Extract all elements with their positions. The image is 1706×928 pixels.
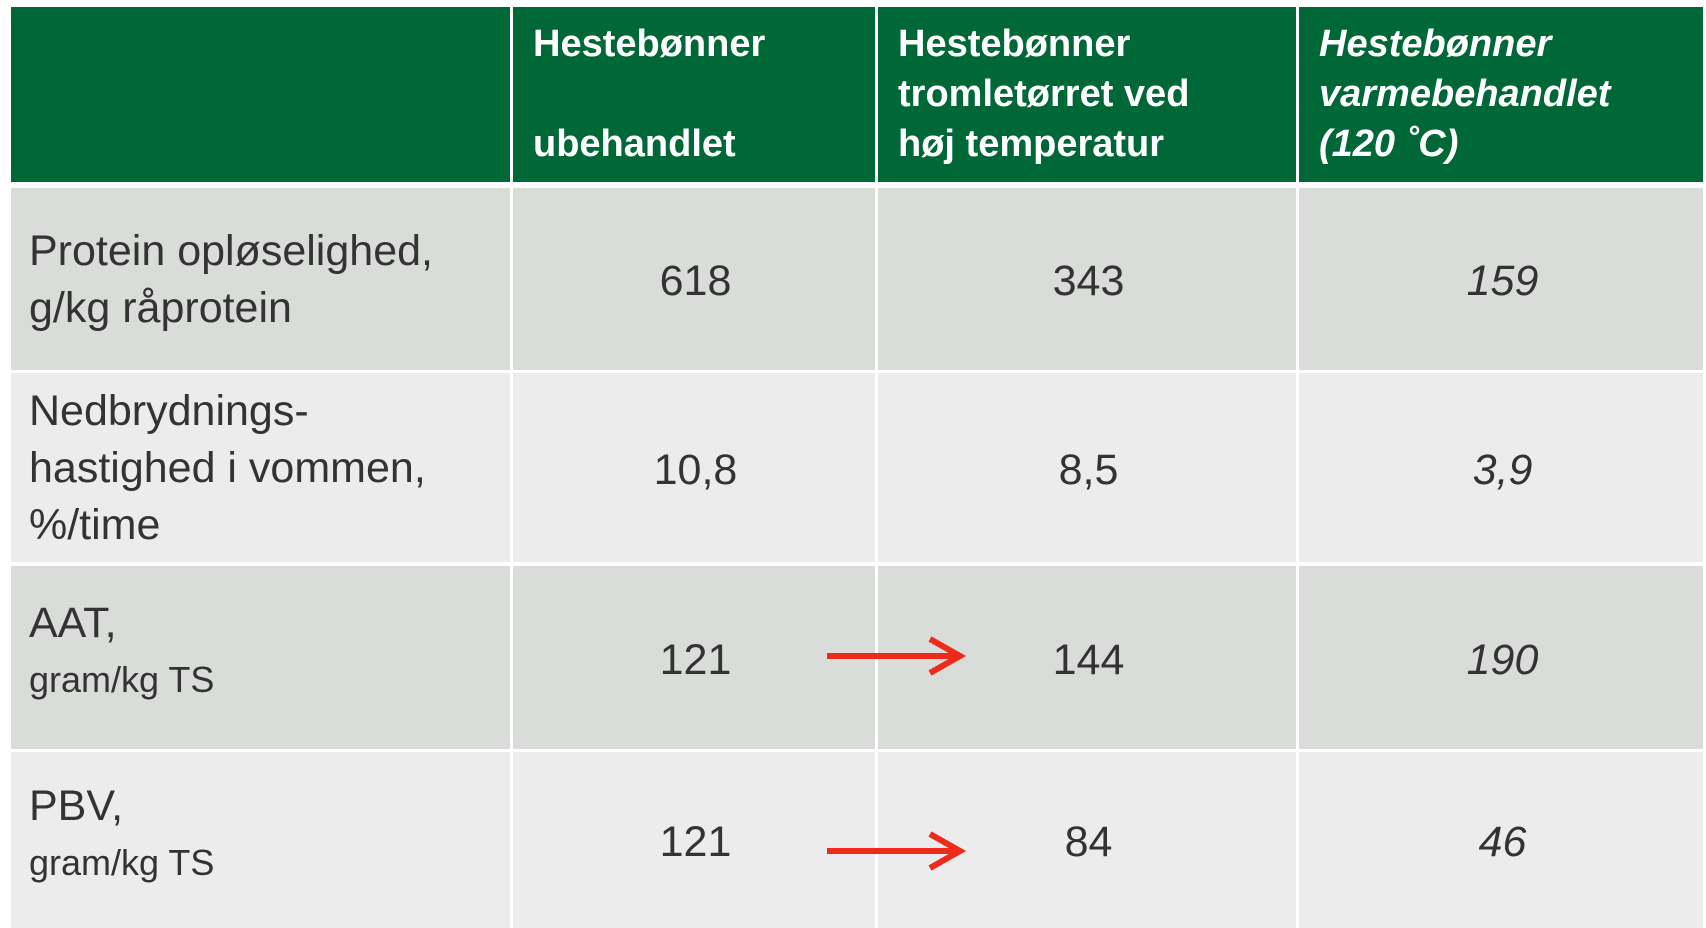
body-cell [11, 566, 510, 749]
header-text: ubehandlet [533, 123, 736, 165]
header-text: Hestebønner [533, 23, 766, 65]
row-label: %/time [29, 500, 161, 549]
body-cell [878, 752, 1296, 928]
header-cell [11, 7, 510, 182]
body-cell [513, 752, 875, 928]
arrow [827, 636, 967, 676]
row-label: AAT, [29, 599, 117, 647]
header-text: Hestebønner [1319, 23, 1552, 65]
row-label: Nedbrydnings- [29, 386, 309, 435]
body-cell [1299, 752, 1703, 928]
body-cell [878, 188, 1296, 370]
row-label: Protein opløselighed, [29, 226, 433, 275]
body-cell [1299, 566, 1703, 749]
row-label: hastighed i vommen, [29, 443, 426, 492]
cell-value: 121 [659, 635, 732, 684]
row-unit: gram/kg TS [29, 659, 215, 700]
header-text: (120 ˚C) [1319, 123, 1459, 165]
body-cell [513, 566, 875, 749]
row-label: PBV, [29, 781, 124, 830]
body-cell [513, 373, 875, 562]
header-text: tromletørret ved [898, 73, 1190, 115]
cell-value: 159 [1466, 257, 1539, 305]
cell-value: 190 [1466, 635, 1539, 684]
header-text: varmebehandlet [1319, 73, 1611, 115]
cell-value: 46 [1478, 818, 1527, 866]
body-cell [11, 373, 510, 562]
body-cell [11, 188, 510, 370]
header-cell [513, 7, 875, 182]
cell-value: 343 [1052, 257, 1125, 305]
cell-value: 618 [659, 257, 732, 305]
body-cell [11, 752, 510, 928]
header-text: Hestebønner [898, 23, 1131, 65]
cell-value: 8,5 [1058, 445, 1119, 494]
cell-value: 121 [659, 818, 732, 866]
cell-value: 3,9 [1472, 445, 1533, 494]
body-cell [1299, 188, 1703, 370]
header-cell [878, 7, 1296, 182]
row-unit: gram/kg TS [29, 841, 215, 883]
arrow [827, 831, 967, 871]
body-cell [513, 188, 875, 370]
cell-value: 10,8 [653, 445, 738, 494]
body-cell [878, 373, 1296, 562]
header-text: høj temperatur [898, 123, 1165, 165]
body-cell [1299, 373, 1703, 562]
cell-value: 144 [1052, 635, 1125, 684]
cell-value: 84 [1064, 818, 1113, 866]
header-cell [1299, 7, 1703, 182]
row-label: g/kg råprotein [29, 283, 292, 332]
